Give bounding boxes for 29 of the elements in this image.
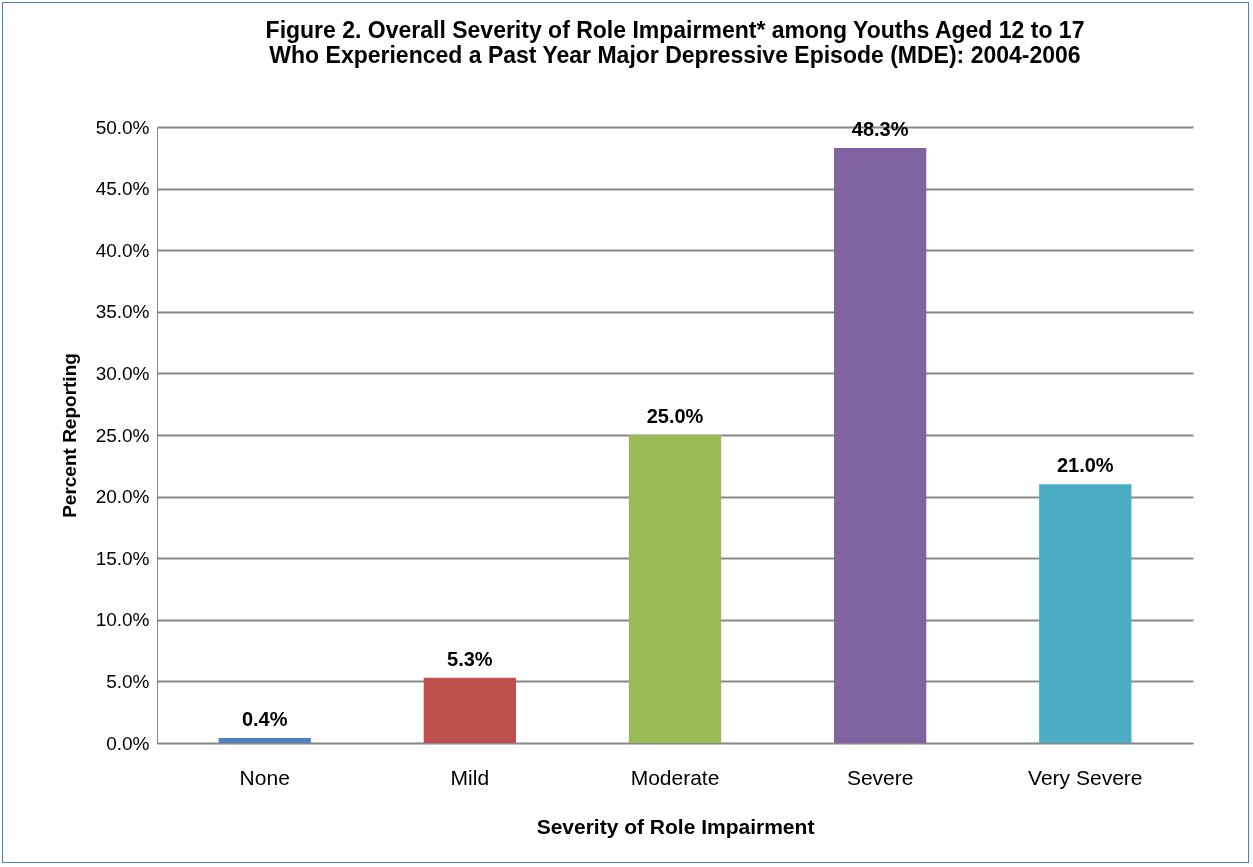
y-tick-label: 45.0% (95, 178, 150, 200)
y-tick-label: 30.0% (95, 362, 150, 384)
data-label: 25.0% (646, 405, 704, 427)
y-tick-label: 50.0% (95, 116, 150, 138)
y-tick-label: 35.0% (95, 301, 150, 323)
y-tick-label: 0.0% (106, 732, 150, 754)
x-tick-label: None (239, 765, 290, 789)
x-tick-label: Very Severe (1028, 765, 1143, 789)
data-label: 48.3% (851, 117, 909, 140)
y-axis-title: Percent Reporting (58, 353, 80, 518)
bar (218, 738, 311, 743)
bar (1039, 484, 1132, 743)
bar (833, 147, 927, 743)
bar (423, 677, 517, 743)
y-tick-label: 10.0% (95, 609, 150, 631)
x-tick-label: Severe (846, 765, 914, 789)
x-axis-title: Severity of Role Impairment (536, 814, 815, 838)
x-tick-label: Mild (450, 765, 490, 789)
y-tick-label: 25.0% (95, 424, 150, 446)
data-label: 0.4% (241, 708, 288, 731)
y-tick-label: 15.0% (95, 547, 150, 569)
data-label: 5.3% (447, 647, 493, 670)
chart-title: Figure 2. Overall Severity of Role Impairment* among Youths Aged 12 to 17 Who Experienced a Past Year Major Depressive Episode (MDE): 2004-2006 (265, 17, 1085, 68)
x-tick-label: Moderate (630, 765, 720, 789)
y-tick-label: 5.0% (106, 670, 150, 692)
bar (628, 435, 722, 743)
y-tick-label: 40.0% (95, 239, 150, 261)
y-tick-label: 20.0% (95, 486, 150, 508)
data-label: 21.0% (1056, 454, 1114, 477)
